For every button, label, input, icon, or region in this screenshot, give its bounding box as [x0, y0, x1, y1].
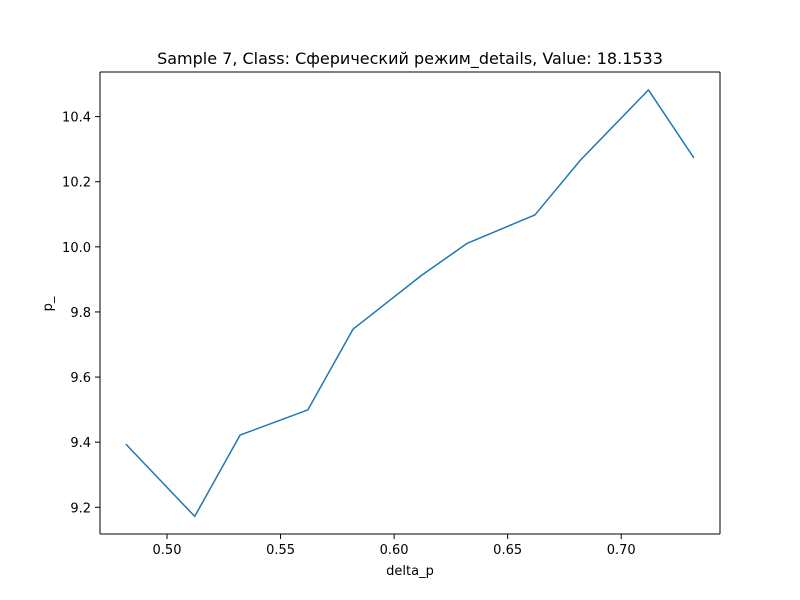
y-axis-label: p_	[41, 296, 56, 311]
x-axis-ticks: 0.50 0.55 0.60 0.65 0.70	[153, 534, 636, 558]
y-tick-label: 9.4	[70, 436, 91, 451]
chart-title: Sample 7, Class: Сферический режим_detai…	[157, 49, 663, 69]
x-axis-label: delta_p	[386, 564, 434, 579]
x-tick-label: 0.50	[153, 543, 182, 558]
plot-background	[100, 72, 720, 534]
y-tick-label: 10.4	[62, 111, 91, 126]
series-line-0	[125, 89, 695, 518]
y-tick-label: 10.0	[62, 241, 91, 256]
plot-area	[99, 71, 721, 535]
y-tick-label: 10.2	[62, 176, 91, 191]
x-tick-label: 0.70	[607, 543, 636, 558]
y-tick-label: 9.8	[70, 306, 91, 321]
y-axis-ticks: 9.2 9.4 9.6 9.8 10.0 10.2 10.4	[62, 111, 100, 516]
y-tick-label: 9.6	[70, 371, 91, 386]
x-tick-label: 0.65	[493, 543, 522, 558]
x-tick-label: 0.60	[380, 543, 409, 558]
y-tick-label: 9.2	[70, 501, 91, 516]
x-tick-label: 0.55	[266, 543, 295, 558]
